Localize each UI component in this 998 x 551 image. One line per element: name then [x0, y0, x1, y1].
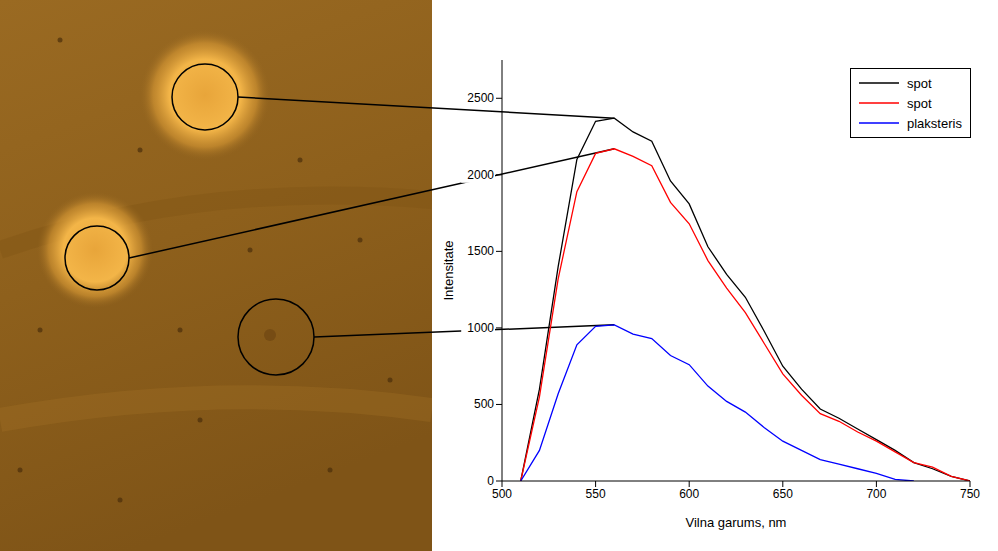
- svg-text:700: 700: [866, 487, 886, 501]
- svg-text:1500: 1500: [467, 244, 494, 258]
- svg-text:Vilna garums, nm: Vilna garums, nm: [686, 515, 787, 530]
- svg-text:2500: 2500: [467, 91, 494, 105]
- svg-text:2000: 2000: [467, 168, 494, 182]
- svg-text:0: 0: [487, 474, 494, 488]
- svg-text:750: 750: [960, 487, 980, 501]
- html-text:spot: spot: [907, 75, 932, 91]
- svg-text:600: 600: [679, 487, 699, 501]
- svg-text:500: 500: [474, 397, 494, 411]
- html-text:plaksteris: plaksteris: [907, 115, 962, 131]
- svg-text:1000: 1000: [467, 321, 494, 335]
- svg-text:650: 650: [773, 487, 793, 501]
- svg-text:550: 550: [586, 487, 606, 501]
- svg-text:500: 500: [492, 487, 512, 501]
- html-text:spot: spot: [907, 95, 932, 111]
- svg-text:Intensitate: Intensitate: [441, 241, 456, 301]
